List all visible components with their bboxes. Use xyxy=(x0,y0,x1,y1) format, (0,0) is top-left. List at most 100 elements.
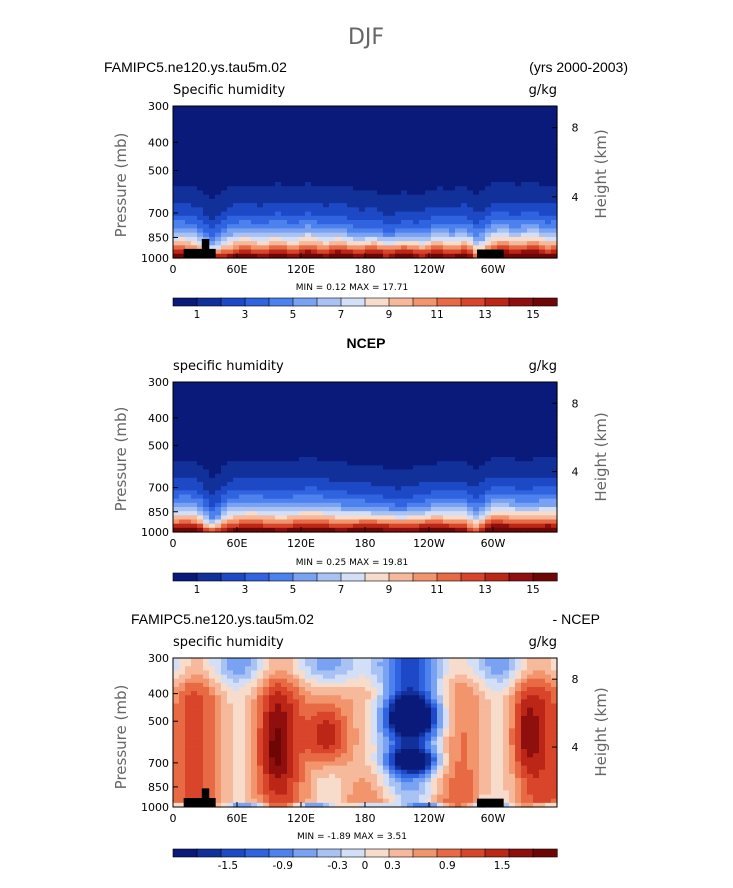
field-cell xyxy=(383,452,390,458)
field-cell xyxy=(335,398,342,404)
field-cell xyxy=(215,169,222,175)
field-cell xyxy=(329,407,336,412)
field-cell xyxy=(377,527,384,533)
field-cell xyxy=(257,139,264,145)
field-cell xyxy=(185,432,192,437)
field-cell xyxy=(371,186,378,192)
field-cell xyxy=(437,148,444,154)
field-cell xyxy=(317,423,324,429)
field-cell xyxy=(275,160,282,166)
field-cell xyxy=(347,394,354,400)
field-cell xyxy=(455,241,462,246)
field-cell xyxy=(419,169,426,175)
field-cell xyxy=(179,432,186,437)
field-cell xyxy=(443,215,450,221)
field-cell xyxy=(221,444,228,450)
field-cell xyxy=(215,177,222,183)
field-cell xyxy=(455,148,462,154)
field-cell xyxy=(257,249,264,255)
field-cell xyxy=(215,131,222,137)
field-cell xyxy=(437,220,444,225)
field-cell xyxy=(293,394,300,400)
field-cell xyxy=(533,131,540,137)
field-cell xyxy=(317,519,324,525)
field-cell xyxy=(491,177,498,183)
field-cell xyxy=(287,198,294,204)
field-cell xyxy=(515,465,522,471)
field-cell xyxy=(371,461,378,466)
field-cell xyxy=(407,490,414,496)
field-cell xyxy=(239,461,246,466)
field-cell xyxy=(359,232,366,238)
field-cell xyxy=(299,386,306,391)
field-cell xyxy=(173,678,180,684)
field-cell xyxy=(257,457,264,462)
field-cell xyxy=(293,490,300,496)
field-cell xyxy=(545,427,552,433)
field-cell xyxy=(359,144,366,149)
field-cell xyxy=(491,127,498,132)
field-cell xyxy=(521,232,528,238)
field-cell xyxy=(209,749,216,754)
field-cell xyxy=(317,236,324,242)
field-cell xyxy=(287,173,294,179)
field-cell xyxy=(239,106,246,111)
field-cell xyxy=(257,415,264,421)
field-cell xyxy=(353,382,360,387)
field-cell xyxy=(503,110,510,116)
field-cell xyxy=(443,152,450,158)
field-cell xyxy=(203,699,210,705)
field-cell xyxy=(329,490,336,496)
field-cell xyxy=(461,490,468,496)
field-cell xyxy=(239,436,246,441)
field-cell xyxy=(389,519,396,525)
field-cell xyxy=(251,432,258,437)
field-cell xyxy=(509,515,516,521)
field-cell xyxy=(341,224,348,230)
field-cell xyxy=(173,232,180,238)
field-cell xyxy=(245,502,252,508)
field-cell xyxy=(191,703,198,709)
height-tick-label: 4 xyxy=(572,466,579,479)
field-cell xyxy=(323,448,330,454)
field-cell xyxy=(203,744,210,750)
field-cell xyxy=(455,220,462,225)
field-cell xyxy=(353,448,360,454)
field-cell xyxy=(191,232,198,238)
field-cell xyxy=(203,477,210,483)
field-cell xyxy=(353,394,360,400)
field-cell xyxy=(461,465,468,471)
field-cell xyxy=(551,398,558,404)
field-cell xyxy=(503,523,510,529)
field-cell xyxy=(173,670,180,676)
field-cell xyxy=(479,114,486,120)
field-cell xyxy=(215,118,222,124)
field-cell xyxy=(347,498,354,504)
field-cell xyxy=(299,440,306,446)
field-cell xyxy=(425,173,432,179)
field-cell xyxy=(527,461,534,466)
field-cell xyxy=(335,127,342,132)
field-cell xyxy=(431,398,438,404)
field-cell xyxy=(371,177,378,183)
field-cell xyxy=(467,498,474,504)
field-cell xyxy=(287,436,294,441)
field-cell xyxy=(245,228,252,234)
field-cell xyxy=(515,106,522,111)
field-cell xyxy=(431,507,438,512)
field-cell xyxy=(197,461,204,466)
field-cell xyxy=(221,527,228,533)
field-cell xyxy=(449,177,456,183)
field-cell xyxy=(431,407,438,412)
field-cell xyxy=(317,398,324,404)
field-cell xyxy=(431,423,438,429)
field-cell xyxy=(467,169,474,175)
field-cell xyxy=(401,473,408,479)
field-cell xyxy=(497,186,504,192)
field-cell xyxy=(467,448,474,454)
colorbar-swatch xyxy=(244,572,270,582)
field-cell xyxy=(527,394,534,400)
field-cell xyxy=(257,131,264,137)
field-cell xyxy=(539,182,546,187)
field-cell xyxy=(461,432,468,437)
